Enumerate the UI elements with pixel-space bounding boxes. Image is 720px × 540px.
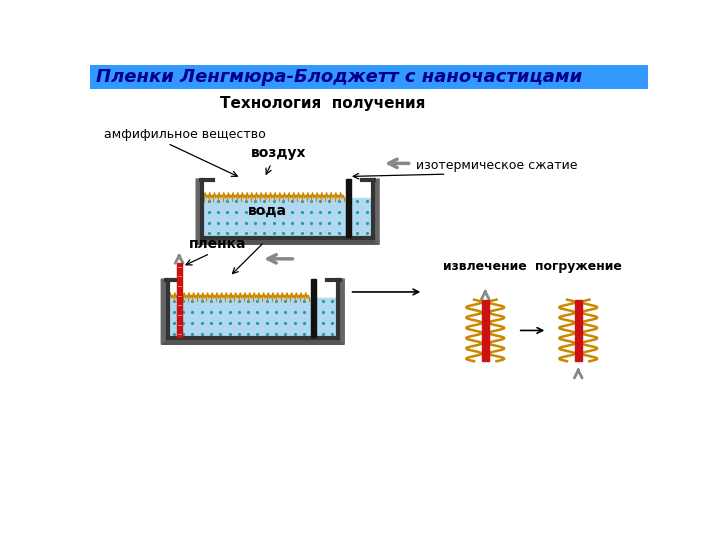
Bar bbox=[90, 65, 648, 90]
Text: Технология  получения: Технология получения bbox=[220, 96, 426, 111]
Text: амфифильное вещество: амфифильное вещество bbox=[104, 128, 266, 141]
Polygon shape bbox=[482, 300, 489, 361]
Polygon shape bbox=[346, 179, 351, 237]
Polygon shape bbox=[338, 279, 344, 345]
Polygon shape bbox=[161, 279, 168, 345]
Polygon shape bbox=[168, 280, 338, 338]
Text: Пленки Ленгмюра-Блоджетт с наночастицами: Пленки Ленгмюра-Блоджетт с наночастицами bbox=[96, 68, 582, 86]
Polygon shape bbox=[168, 298, 338, 338]
Text: воздух: воздух bbox=[251, 146, 307, 160]
Polygon shape bbox=[177, 264, 182, 336]
Polygon shape bbox=[161, 338, 344, 345]
Polygon shape bbox=[202, 198, 373, 238]
Text: погружение: погружение bbox=[535, 260, 621, 273]
Text: извлечение: извлечение bbox=[444, 260, 527, 273]
Polygon shape bbox=[373, 179, 379, 244]
Polygon shape bbox=[575, 300, 582, 361]
Text: изотермическое сжатие: изотермическое сжатие bbox=[415, 159, 577, 172]
Polygon shape bbox=[311, 279, 316, 336]
Polygon shape bbox=[196, 179, 202, 244]
Text: вода: вода bbox=[248, 204, 287, 218]
Polygon shape bbox=[196, 238, 379, 244]
Polygon shape bbox=[202, 180, 373, 238]
Text: пленка: пленка bbox=[189, 237, 247, 251]
